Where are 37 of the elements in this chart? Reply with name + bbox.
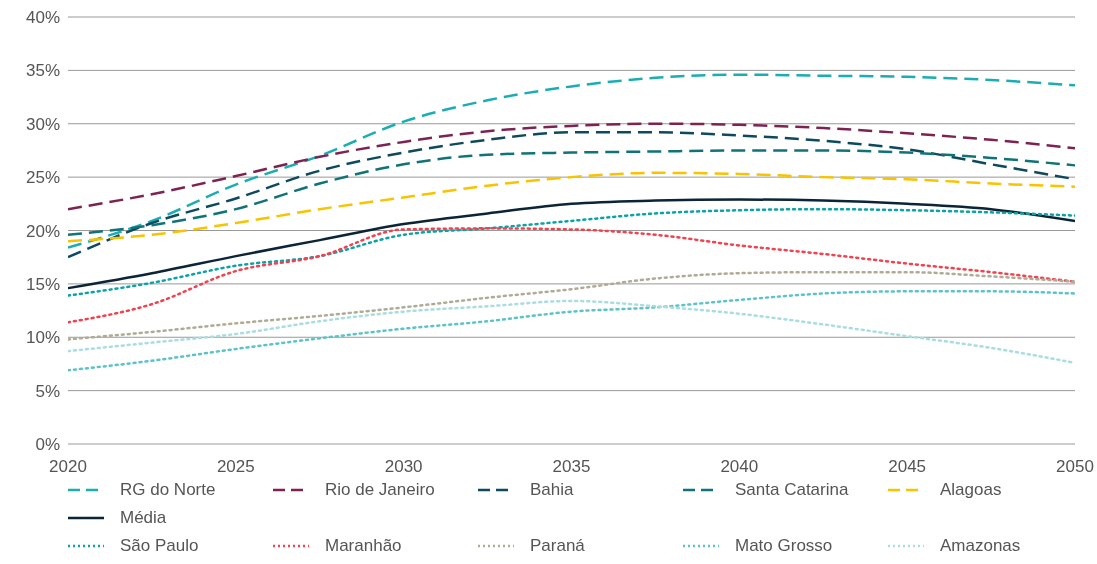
line-series xyxy=(68,122,1075,211)
line-series xyxy=(68,198,1075,290)
line-series xyxy=(68,227,1075,324)
x-tick-label: 2020 xyxy=(49,457,87,477)
y-tick-label: 0% xyxy=(35,435,60,455)
line-series xyxy=(68,270,1075,341)
legend-label: Paraná xyxy=(530,536,585,556)
x-tick-label: 2045 xyxy=(888,457,927,477)
x-tick-label: 2025 xyxy=(216,457,255,477)
legend-label: Rio de Janeiro xyxy=(325,480,435,500)
y-tick-label: 15% xyxy=(25,274,60,294)
legend-label: Santa Catarina xyxy=(735,480,849,500)
y-tick-label: 25% xyxy=(25,168,60,188)
y-tick-label: 35% xyxy=(25,61,60,81)
legend-label: RG do Norte xyxy=(120,480,216,500)
x-tick-label: 2050 xyxy=(1056,457,1094,477)
legend-label: Amazonas xyxy=(940,536,1021,556)
x-tick-label: 2030 xyxy=(384,457,423,477)
y-tick-label: 10% xyxy=(25,328,60,348)
line-series xyxy=(68,290,1075,372)
y-tick-label: 40% xyxy=(25,8,60,28)
legend-label: Média xyxy=(120,508,167,528)
x-tick-label: 2035 xyxy=(552,457,591,477)
legend-label: Alagoas xyxy=(940,480,1002,500)
x-tick-label: 2040 xyxy=(720,457,759,477)
y-tick-label: 30% xyxy=(25,114,60,134)
y-tick-label: 5% xyxy=(35,381,60,401)
line-series xyxy=(68,207,1075,297)
line-series xyxy=(68,299,1075,365)
legend-label: Mato Grosso xyxy=(735,536,833,556)
legend-label: Bahia xyxy=(530,480,574,500)
legend-label: São Paulo xyxy=(120,536,199,556)
line-series xyxy=(68,171,1075,243)
legend-label: Maranhão xyxy=(325,536,402,556)
y-tick-label: 20% xyxy=(25,221,60,241)
line-series xyxy=(68,149,1075,237)
line-series xyxy=(68,73,1075,249)
